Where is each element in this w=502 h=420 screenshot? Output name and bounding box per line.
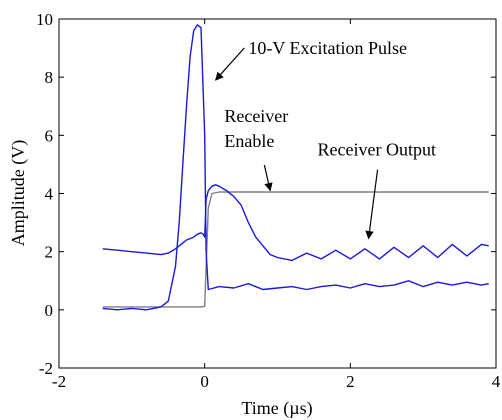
y-tick-label-3: 4 [45, 185, 54, 204]
annotation-arrow-0 [215, 47, 245, 81]
annotation-arrow-3 [365, 169, 379, 240]
y-tick-label-0: -2 [39, 359, 53, 378]
y-tick-label-5: 8 [45, 68, 54, 87]
annotation-0: 10-V Excitation Pulse [248, 38, 407, 58]
annotation-layer: 10-V Excitation Pulse Receiver Enable Recei… [215, 38, 436, 240]
y-tick-label-4: 6 [45, 126, 54, 145]
plot-area-background [59, 19, 496, 368]
y-axis-label: Amplitude (V) [8, 140, 29, 246]
annotation-2: Enable [224, 131, 274, 151]
y-tick-label-6: 10 [36, 10, 53, 29]
x-tick-label-2: 2 [346, 372, 355, 391]
y-tick-label-2: 2 [45, 243, 54, 262]
annotation-arrow-2 [263, 164, 273, 192]
x-axis-label: Time (µs) [241, 398, 312, 419]
x-tick-label-0: -2 [52, 372, 66, 391]
x-tick-label-1: 0 [200, 372, 209, 391]
annotation-3: Receiver Output [318, 140, 436, 160]
ticklabel-layer: -2 0 2 4 -2 0 2 4 6 8 10 [36, 10, 501, 391]
x-tick-label-3: 4 [492, 372, 501, 391]
plot-frame [58, 18, 497, 369]
series-line-1 [102, 184, 489, 262]
y-tick-label-1: 0 [45, 301, 54, 320]
annotation-1: Receiver [224, 106, 288, 126]
series-line-2 [102, 24, 489, 311]
